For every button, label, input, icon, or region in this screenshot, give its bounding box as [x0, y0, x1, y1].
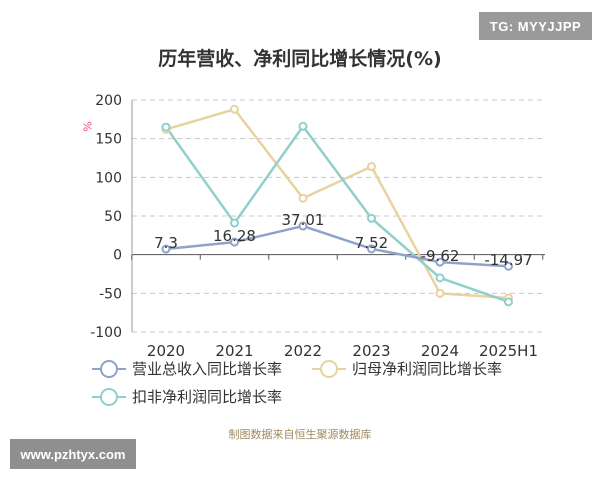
- y-tick-label: -100: [90, 325, 122, 341]
- source-note: 制图数据来自恒生聚源数据库: [228, 428, 372, 441]
- chart-title: 历年营收、净利同比增长情况(%): [158, 48, 442, 70]
- data-point: [367, 162, 376, 172]
- data-point: [161, 122, 171, 132]
- legend-marker-icon: [92, 387, 126, 406]
- y-tick-label: -50: [99, 286, 122, 302]
- data-label: 7.52: [355, 234, 388, 252]
- data-point: [435, 257, 445, 267]
- legend-label: 归母净利润同比增长率: [352, 360, 503, 378]
- data-point: [435, 273, 445, 283]
- legend-label: 扣非净利润同比增长率: [132, 388, 283, 406]
- data-label: -14.97: [484, 251, 532, 269]
- legend-item-net-profit[interactable]: 归母净利润同比增长率: [312, 358, 502, 379]
- data-point: [161, 244, 171, 254]
- data-point: [230, 218, 239, 228]
- data-label: 16.28: [213, 227, 256, 245]
- legend-item-deducted-profit[interactable]: 扣非净利润同比增长率: [92, 386, 282, 407]
- data-point: [367, 213, 376, 223]
- data-point: [230, 237, 239, 247]
- legend-marker-icon: [312, 359, 346, 378]
- site-watermark: www.pzhtyx.com: [10, 439, 136, 469]
- data-label: -9.62: [421, 247, 460, 265]
- data-point: [367, 244, 376, 254]
- data-point: [504, 297, 513, 307]
- y-tick-label: 50: [104, 209, 122, 225]
- x-tick-label: 2022: [284, 342, 322, 360]
- channel-badge: TG: MYYJJPP: [479, 12, 592, 40]
- legend-marker-icon: [92, 359, 126, 378]
- y-tick-label: 0: [113, 248, 122, 264]
- data-point: [504, 261, 513, 271]
- data-label: 7.3: [154, 234, 178, 252]
- y-tick-label: 200: [95, 93, 122, 109]
- x-tick-label: 2020: [147, 342, 185, 360]
- y-tick-label: 100: [95, 170, 122, 186]
- data-label: 37.01: [282, 211, 325, 229]
- x-tick-label: 2025H1: [479, 342, 538, 360]
- series-line: [165, 108, 509, 300]
- y-tick-label: 150: [95, 132, 122, 148]
- x-tick-label: 2024: [421, 342, 459, 360]
- data-point: [298, 221, 308, 231]
- series-line: [165, 224, 509, 268]
- legend-label: 营业总收入同比增长率: [132, 360, 283, 378]
- data-point: [298, 193, 308, 203]
- data-point: [435, 288, 445, 298]
- legend-item-revenue[interactable]: 营业总收入同比增长率: [92, 358, 282, 379]
- series-line: [164, 125, 509, 304]
- x-tick-label: 2023: [352, 342, 390, 360]
- x-tick-label: 2021: [215, 342, 253, 360]
- data-point: [298, 121, 308, 131]
- data-point: [230, 104, 239, 114]
